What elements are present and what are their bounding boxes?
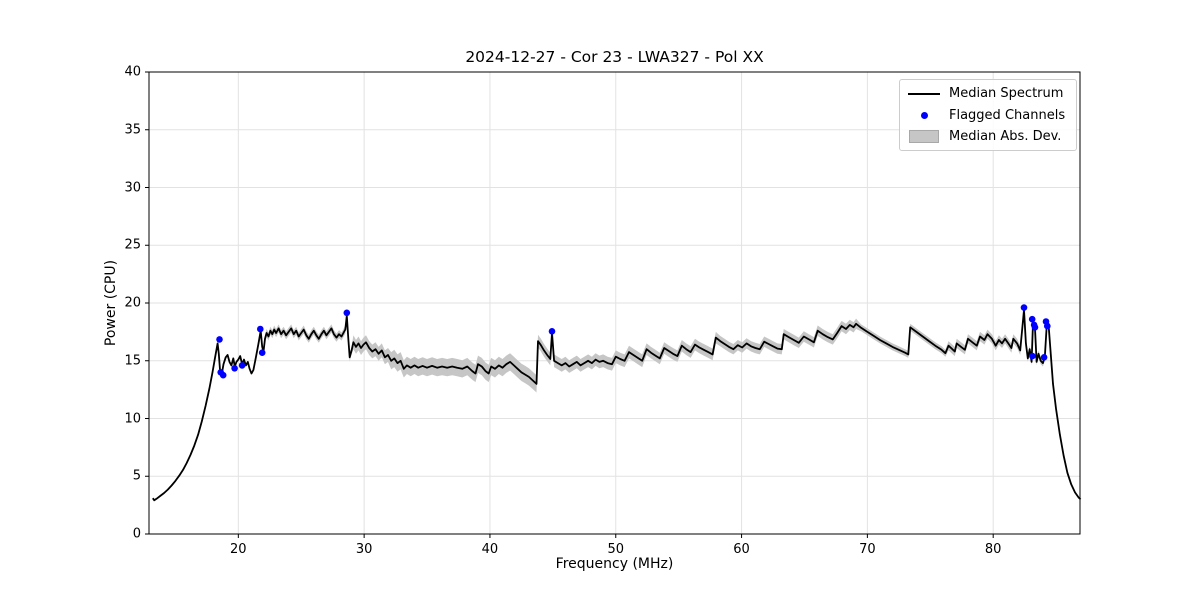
- flagged-channel-dot: [1028, 315, 1036, 323]
- x-tick-label: 40: [481, 542, 499, 557]
- x-tick-label: 50: [607, 542, 625, 557]
- median-line-icon: [908, 92, 940, 95]
- y-tick-label: 5: [132, 468, 141, 484]
- x-tick-label: 30: [355, 542, 373, 557]
- flagged-channel-dot: [219, 371, 227, 379]
- y-tick-label: 30: [124, 180, 141, 195]
- chart-title: 2024-12-27 - Cor 23 - LWA327 - Pol XX: [465, 48, 764, 66]
- flagged-channel-dot: [1040, 354, 1048, 361]
- y-tick-label: 0: [132, 526, 141, 542]
- legend-item-flagged-channels: Flagged Channels: [908, 105, 1070, 125]
- y-tick-label: 40: [124, 64, 141, 80]
- band-patch-icon: [908, 130, 940, 143]
- flagged-channel-dot: [1044, 322, 1051, 330]
- flagged-dot-icon: [908, 111, 940, 119]
- x-tick-label: 20: [230, 542, 247, 557]
- flagged-channel-dot: [231, 365, 238, 372]
- legend-item-median-abs-dev: Median Abs. Dev.: [908, 127, 1070, 147]
- legend-label: Median Abs. Dev.: [949, 129, 1062, 144]
- flagged-channel-dot: [1020, 304, 1028, 311]
- x-axis-label: Frequency (MHz): [555, 556, 674, 572]
- median-spectrum-line: [152, 309, 1082, 502]
- flagged-channel-dot: [216, 336, 223, 343]
- y-axis-label: Power (CPU): [103, 259, 119, 347]
- flagged-channel-dot: [343, 309, 351, 317]
- legend-label: Median Spectrum: [949, 86, 1064, 101]
- flagged-channel-dot: [257, 325, 264, 333]
- y-tick-label: 35: [124, 122, 141, 138]
- y-tick-label: 15: [124, 353, 141, 369]
- flagged-channel-dot: [548, 328, 556, 335]
- legend-item-median-spectrum: Median Spectrum: [908, 84, 1070, 104]
- y-tick-label: 20: [124, 295, 141, 311]
- y-tick-label: 25: [124, 237, 141, 253]
- x-tick-label: 60: [733, 542, 750, 557]
- flagged-channel-dot: [258, 349, 266, 357]
- y-tick-label: 10: [124, 411, 141, 426]
- x-tick-label: 70: [859, 542, 876, 557]
- flagged-channel-dot: [1029, 352, 1036, 360]
- mad-band: [263, 306, 1049, 393]
- legend: Median Spectrum Flagged Channels Median …: [899, 79, 1077, 151]
- x-tick-label: 80: [984, 542, 1002, 557]
- legend-label: Flagged Channels: [949, 107, 1066, 123]
- flagged-channel-dot: [238, 362, 246, 369]
- flagged-channel-dot: [1031, 324, 1039, 331]
